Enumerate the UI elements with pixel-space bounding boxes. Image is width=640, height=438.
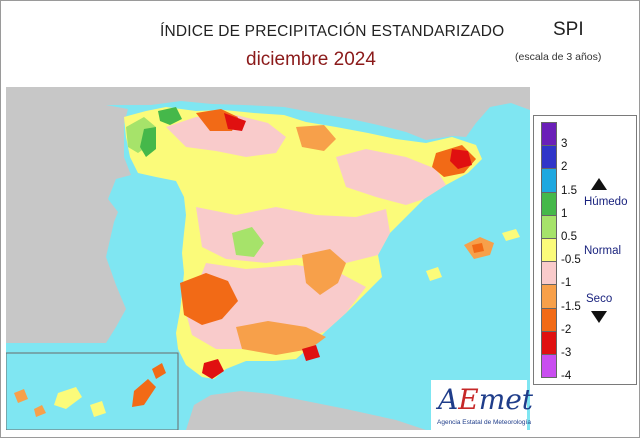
legend-tick-label: 3	[561, 138, 568, 151]
legend-tick-label: -0.5	[561, 254, 581, 267]
ibiza	[426, 267, 442, 281]
legend-swatch	[541, 307, 557, 332]
menorca	[502, 229, 520, 241]
legend-swatch	[541, 191, 557, 216]
legend-swatch	[541, 354, 557, 379]
map-period: diciembre 2024	[246, 49, 376, 70]
balearic-islands	[426, 229, 520, 281]
legend-tick-label: -1.5	[561, 300, 581, 313]
aemet-logo-caption: Agencia Estatal de Meteorología	[437, 419, 531, 426]
gran-canaria	[90, 401, 106, 417]
legend-swatch	[541, 214, 557, 239]
legend-tick-label: -2	[561, 323, 572, 336]
map-canvas	[6, 87, 530, 430]
aemet-logo-mark: AEmet	[438, 383, 534, 416]
lanzarote	[152, 363, 166, 379]
legend-tick-label: 1.5	[561, 184, 577, 197]
legend-swatch	[541, 261, 557, 286]
west-orange-zone	[180, 273, 238, 325]
canary-islands	[14, 363, 166, 417]
aemet-logo: AEmet Agencia Estatal de Meteorología	[431, 380, 533, 430]
africa-land	[186, 391, 426, 430]
index-name: SPI	[553, 19, 584, 40]
wet-arrow-icon	[591, 178, 607, 190]
legend-color-bar	[541, 122, 557, 379]
legend-tick-label: -1	[561, 277, 572, 290]
legend-tick-label: -4	[561, 370, 572, 383]
tenerife	[54, 387, 82, 409]
legend-swatch	[541, 145, 557, 170]
ebro-pink-zone	[336, 149, 446, 205]
la-gomera	[34, 405, 46, 417]
dry-arrow-icon	[591, 311, 607, 323]
legend-wet-label: Húmedo	[584, 196, 628, 208]
legend-swatch	[541, 168, 557, 193]
legend-tick-label: -3	[561, 347, 572, 359]
legend-tick-label: 0.5	[561, 231, 577, 243]
legend-swatch	[541, 330, 557, 355]
legend-dry-label: Seco	[586, 293, 613, 305]
legend-swatch	[541, 238, 557, 263]
spi-map	[6, 87, 530, 430]
cadiz-red-zone	[202, 359, 224, 379]
north-green-zone	[158, 107, 182, 125]
mallorca-core	[472, 243, 484, 253]
north-pink-zone	[166, 115, 286, 157]
cantabrian-red-zone	[224, 113, 246, 131]
andalusia-orange-zone	[236, 321, 326, 355]
legend-swatch	[541, 122, 557, 147]
spi-legend: 3 2 1.5 1 0.5 -0.5 -1 -1.5 -2 -3 -4 Húmedo Normal …	[533, 115, 637, 385]
legend-tick-label: 2	[561, 161, 568, 174]
legend-tick-label: 1	[561, 207, 568, 220]
la-palma	[14, 389, 28, 403]
map-title: ÍNDICE DE PRECIPITACIÓN ESTANDARIZADO	[160, 23, 505, 40]
almeria-red-zone	[302, 345, 320, 361]
catalonia-red-zone	[450, 149, 472, 169]
fuerteventura	[132, 379, 156, 407]
basque-orange-zone	[296, 125, 336, 151]
central-light-green-zone	[232, 227, 264, 257]
central-orange-zone	[302, 249, 346, 295]
portugal-land	[6, 105, 131, 343]
france-land	[6, 87, 530, 140]
legend-swatch	[541, 284, 557, 309]
legend-normal-label: Normal	[584, 245, 622, 257]
spain-spi-field	[124, 107, 482, 379]
galicia-green-zone	[140, 127, 156, 157]
scale-note: (escala de 3 años)	[515, 51, 602, 63]
